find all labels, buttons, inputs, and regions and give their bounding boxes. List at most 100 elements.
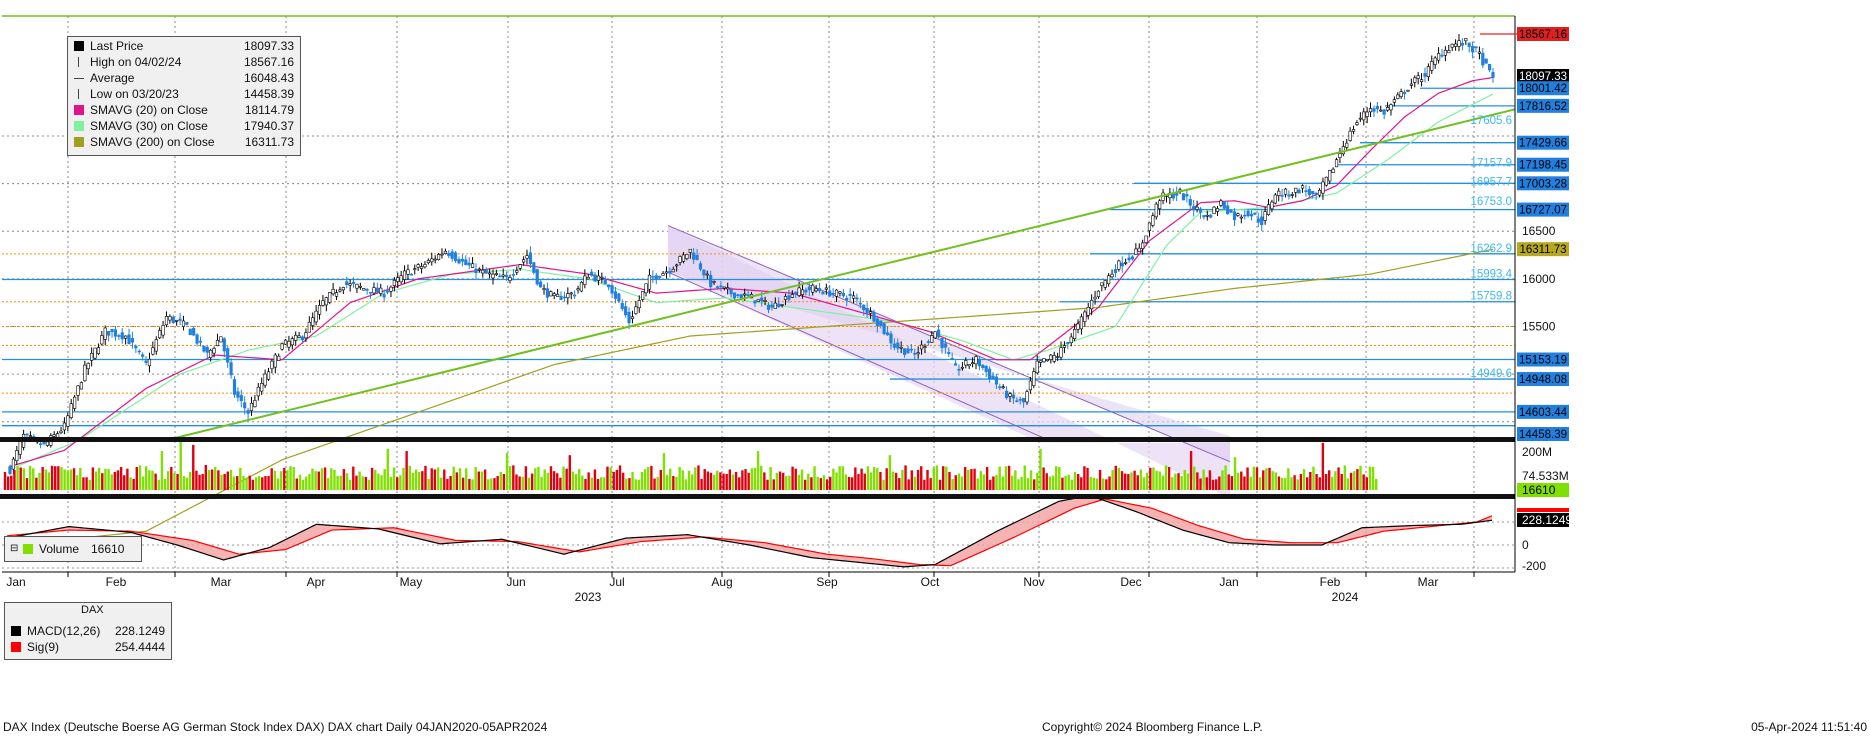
- candle-body: [1056, 356, 1060, 358]
- candle-body: [409, 273, 413, 276]
- volume-bar: [377, 473, 380, 490]
- price-tag-box: [1517, 81, 1569, 96]
- volume-bar: [590, 477, 593, 490]
- volume-bar: [935, 465, 939, 490]
- candle-body: [283, 339, 288, 345]
- candle-body: [862, 304, 866, 311]
- volume-bar: [82, 477, 85, 490]
- legend-row-low: Low on 03/20/23 14458.39: [68, 86, 300, 102]
- candle-body: [1300, 185, 1305, 189]
- x-tick-label: Jan: [6, 575, 25, 589]
- candle-body: [1141, 242, 1145, 249]
- candle-body: [1188, 198, 1192, 206]
- volume-bar: [1054, 466, 1058, 490]
- candle-body: [576, 288, 580, 291]
- volume-bar: [386, 449, 390, 490]
- volume-bar: [487, 479, 490, 490]
- candle-body: [1154, 203, 1158, 218]
- volume-bar: [173, 472, 176, 490]
- volume-bar: [63, 469, 66, 490]
- legend-row-high: High on 04/02/24 18567.16: [68, 54, 300, 70]
- volume-bar: [659, 469, 662, 490]
- volume-bar: [578, 469, 581, 490]
- volume-bar: [1315, 474, 1318, 490]
- candle-body: [277, 355, 281, 361]
- volume-bar: [1036, 472, 1039, 490]
- volume-bar: [160, 451, 164, 490]
- volume-bar: [1240, 471, 1243, 490]
- volume-bar: [1001, 476, 1005, 490]
- volume-bar: [126, 468, 129, 490]
- candle-body: [368, 291, 373, 294]
- legend-row-sma200: SMAVG (200) on Close 16311.73: [68, 134, 300, 150]
- candle-body: [379, 287, 383, 294]
- candle-body: [957, 368, 961, 371]
- volume-bar: [681, 470, 684, 490]
- candle-body: [1314, 192, 1318, 195]
- volume-bar: [163, 478, 167, 490]
- volume-bar: [1011, 475, 1014, 490]
- volume-bar: [94, 471, 98, 490]
- volume-bar: [1274, 472, 1278, 490]
- volume-bar: [669, 468, 672, 490]
- candle-body: [28, 435, 33, 437]
- candle-body: [1032, 371, 1036, 386]
- candle-body: [712, 281, 716, 283]
- price-tag-box: [1517, 372, 1569, 387]
- volume-bar: [785, 476, 788, 490]
- volume-bar: [101, 473, 104, 490]
- volume-bar: [515, 474, 518, 490]
- candle-body: [226, 348, 230, 363]
- volume-bar: [1051, 475, 1055, 490]
- volume-bar: [690, 474, 694, 490]
- volume-bar: [599, 477, 603, 490]
- candle-body: [73, 396, 77, 409]
- x-tick-label: Nov: [1023, 575, 1044, 589]
- candle-body: [1385, 107, 1390, 111]
- volume-bar: [41, 467, 44, 490]
- candle-body: [858, 302, 862, 305]
- volume-bar: [405, 451, 408, 490]
- volume-bar: [1007, 465, 1011, 490]
- candle-body: [1144, 235, 1148, 244]
- candle-body: [300, 336, 305, 341]
- candle-body: [328, 292, 332, 303]
- candle-body: [1491, 72, 1495, 78]
- volume-bar: [235, 476, 239, 490]
- volume-bar: [923, 479, 926, 490]
- candle-body: [1130, 256, 1135, 260]
- volume-bar: [154, 473, 157, 490]
- volume-bar: [1174, 473, 1177, 490]
- volume-bar: [79, 467, 82, 490]
- volume-bar: [402, 467, 405, 490]
- candle-body: [821, 291, 825, 295]
- volume-bar: [568, 455, 572, 490]
- candle-body: [331, 289, 335, 295]
- volume-bar: [333, 469, 336, 490]
- volume-bar: [537, 467, 540, 490]
- legend-value: 17940.37: [243, 119, 294, 133]
- volume-bar: [417, 471, 421, 490]
- sma30-line: [9, 93, 1494, 470]
- volume-bar: [562, 466, 565, 490]
- legend-value: 18097.33: [243, 39, 294, 53]
- candle-body: [1120, 262, 1124, 267]
- candle-body: [566, 293, 570, 299]
- macd-tick-label: 228.1249: [1522, 513, 1572, 527]
- macd-tag-box: [1517, 513, 1569, 527]
- candle-body: [188, 328, 192, 336]
- volume-bar: [584, 478, 587, 490]
- candle-body: [1273, 194, 1277, 204]
- price-tag: 15153.19: [1517, 352, 1569, 367]
- candle-body: [607, 284, 611, 288]
- volume-bar: [361, 476, 364, 490]
- candle-body: [535, 269, 539, 285]
- volume-bar: [982, 474, 986, 490]
- volume-bar: [1246, 467, 1249, 490]
- candle-body: [552, 293, 556, 296]
- collapse-icon[interactable]: ⊟: [10, 543, 19, 554]
- candle-body: [930, 335, 934, 343]
- candle-body: [1464, 38, 1468, 42]
- volume-bar: [1334, 471, 1337, 490]
- volume-bar: [901, 469, 904, 490]
